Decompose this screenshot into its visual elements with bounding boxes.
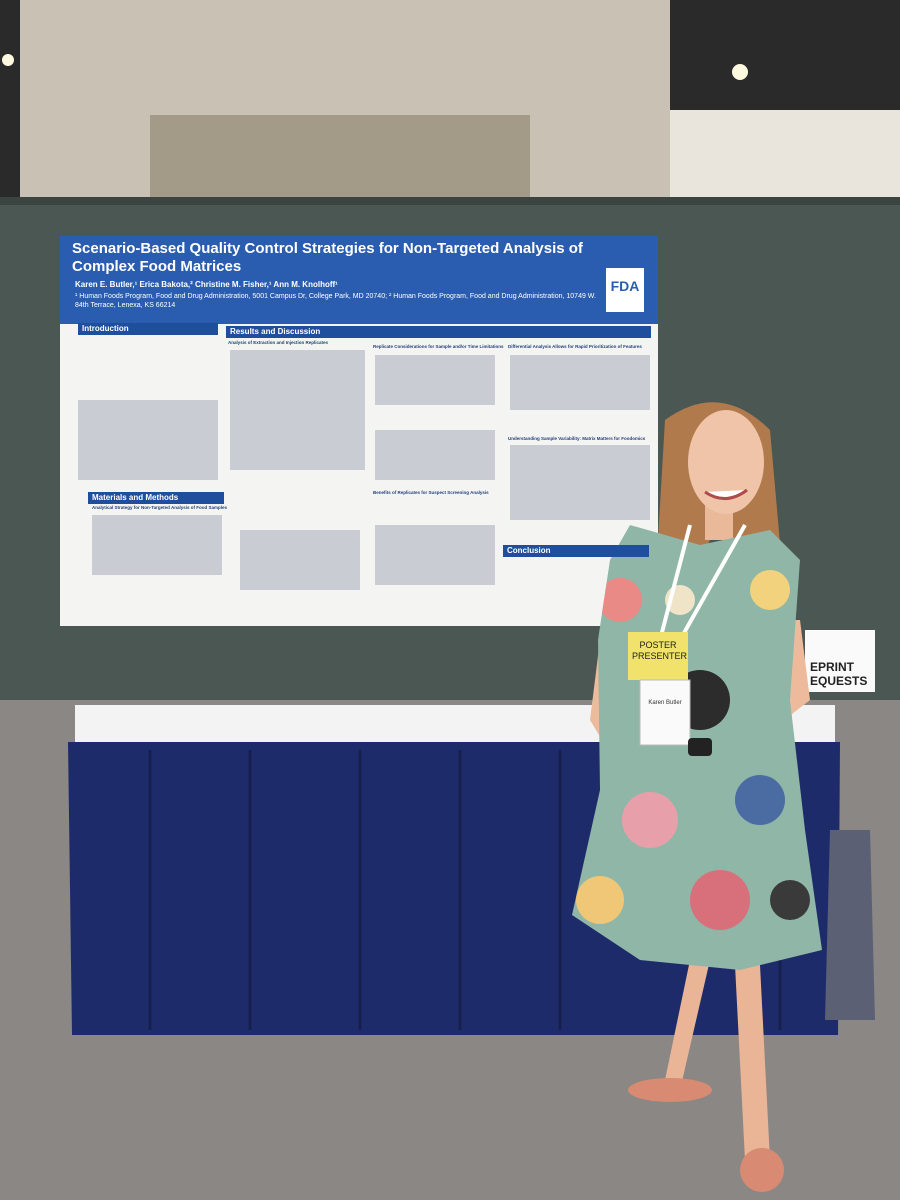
- name-badge: [639, 679, 691, 746]
- logo-box: [606, 268, 644, 312]
- sign-text: EQUESTS: [810, 674, 868, 688]
- subheading: Analytical Strategy for Non-Targeted Ana…: [92, 505, 228, 510]
- subheading: Analysis of Extraction and Injection Rep…: [228, 340, 329, 345]
- lanyard: [658, 524, 692, 641]
- subheading: Differential Analysis Allows for Rapid P…: [508, 344, 642, 349]
- poster-header: [60, 236, 658, 324]
- smile: [704, 488, 748, 500]
- column-recess: [150, 115, 530, 200]
- section-heading: Introduction: [78, 323, 218, 335]
- light: [732, 64, 748, 80]
- fda-logo: FDA: [610, 278, 640, 294]
- shoe: [740, 1148, 784, 1192]
- bag: [825, 830, 875, 1020]
- poster-title: Scenario-Based Quality Control Strategie…: [72, 240, 583, 275]
- reprint-sign: [805, 630, 875, 692]
- ceiling-panel: [660, 110, 900, 200]
- section-heading: Results and Discussion: [226, 326, 651, 338]
- ribbon-text: POSTER PRESENTER: [632, 640, 688, 661]
- board-frame: [0, 197, 900, 205]
- subheading: Understanding Sample Variability: Matrix…: [508, 436, 646, 441]
- poster-authors: Karen E. Butler,¹ Erica Bakota,² Christi…: [75, 280, 338, 289]
- lanyard: [678, 524, 747, 641]
- subheading: Benefits of Replicates for Suspect Scree…: [373, 490, 489, 495]
- section-heading: Materials and Methods: [88, 492, 224, 504]
- face: [688, 410, 764, 514]
- sign-text: EPRINT: [810, 660, 855, 674]
- ribbon: [628, 632, 688, 680]
- poster-figures: [78, 350, 650, 590]
- shoe: [628, 1078, 712, 1102]
- poster-affiliations: ¹ Human Foods Program, Food and Drug Adm…: [75, 293, 596, 309]
- light: [2, 54, 14, 66]
- section-heading: Conclusion: [503, 545, 649, 557]
- legs: [665, 960, 770, 1160]
- subheading: Replicate Considerations for Sample and/…: [373, 344, 504, 349]
- watch: [688, 738, 712, 756]
- badge-name: Karen Butler: [648, 700, 682, 706]
